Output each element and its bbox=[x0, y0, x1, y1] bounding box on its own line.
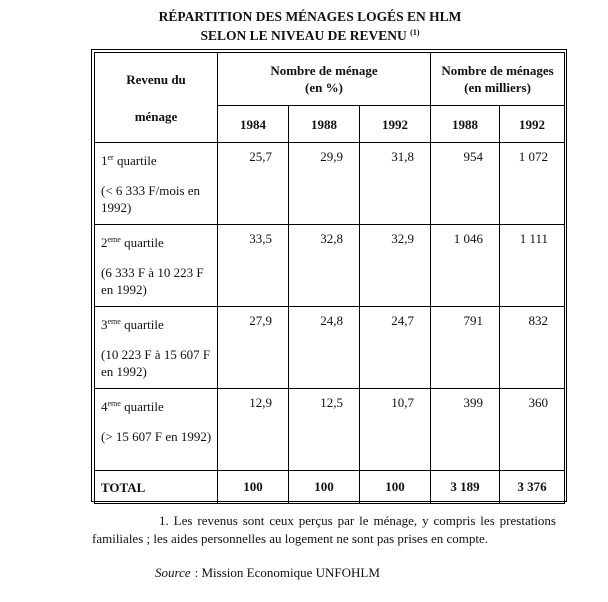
table-frame: Revenu du ménage Nombre de ménage (en %)… bbox=[91, 49, 567, 504]
total-cell: 3 189 bbox=[430, 470, 501, 504]
row-label-text: quartile bbox=[124, 235, 164, 250]
value-cell: 31,8 bbox=[358, 142, 432, 225]
value-cell: 399 bbox=[430, 388, 501, 471]
value-cell: 12,9 bbox=[217, 388, 289, 471]
row-label-text: quartile bbox=[124, 399, 164, 414]
row-label-text: quartile bbox=[116, 153, 157, 168]
value-cell: 832 bbox=[499, 306, 566, 389]
title: RÉPARTITION DES MÉNAGES LOGÉS EN HLM SEL… bbox=[0, 9, 608, 44]
total-cell: 100 bbox=[358, 470, 432, 504]
header-text: ménage bbox=[134, 108, 178, 124]
header-cell: Nombre de ménage (en %) bbox=[216, 52, 432, 106]
table: Revenu du ménage Nombre de ménage (en %)… bbox=[94, 52, 566, 504]
value-cell: 1 111 bbox=[499, 224, 566, 307]
header-row: 1984 1988 1992 1988 1992 bbox=[95, 105, 566, 143]
value-cell: 360 bbox=[499, 388, 566, 471]
total-cell: 3 376 bbox=[499, 470, 566, 504]
title-line: SELON LE NIVEAU DE REVENU bbox=[200, 28, 407, 43]
ordinal-suffix: eme bbox=[107, 235, 121, 244]
header-text: (en %) bbox=[305, 80, 343, 95]
row-detail: (< 6 333 F/mois en 1992) bbox=[101, 183, 201, 215]
row-label-cell: 2eme quartile (6 333 F à 10 223 F en 1992… bbox=[94, 224, 218, 307]
header-text: Revenu du bbox=[126, 71, 186, 87]
value-cell: 791 bbox=[430, 306, 501, 389]
row-label-text: quartile bbox=[124, 317, 164, 332]
header-text: Nombre de ménage bbox=[270, 63, 378, 78]
source-label: Source bbox=[155, 565, 191, 580]
ordinal: 3 bbox=[101, 317, 108, 332]
header-row: Revenu du ménage Nombre de ménage (en %)… bbox=[94, 52, 566, 143]
total-row: TOTAL 100 100 100 3 189 3 376 bbox=[94, 470, 566, 504]
header-cell: Nombre de ménages (en milliers) bbox=[430, 52, 566, 106]
title-line: SELON LE NIVEAU DE REVENU (1) bbox=[0, 25, 608, 44]
total-label: TOTAL bbox=[94, 470, 218, 504]
row-label-cell: 3eme quartile (10 223 F à 15 607 F en 199… bbox=[94, 306, 218, 389]
row-label-cell: 1er quartile (< 6 333 F/mois en 1992) bbox=[94, 142, 218, 225]
note-ref: (1) bbox=[410, 28, 420, 37]
ordinal: 4 bbox=[101, 399, 108, 414]
value-cell: 1 072 bbox=[499, 142, 566, 225]
value-cell: 954 bbox=[430, 142, 501, 225]
year-cell: 1988 bbox=[430, 105, 501, 143]
value-cell: 29,9 bbox=[288, 142, 360, 225]
data-row: 1er quartile (< 6 333 F/mois en 1992) 25,7… bbox=[94, 142, 566, 225]
source-text: : Mission Economique UNFOHLM bbox=[194, 565, 380, 580]
value-cell: 25,7 bbox=[217, 142, 289, 225]
row-detail: (6 333 F à 10 223 F en 1992) bbox=[101, 265, 204, 297]
title-line: RÉPARTITION DES MÉNAGES LOGÉS EN HLM bbox=[158, 9, 462, 24]
value-cell: 33,5 bbox=[217, 224, 289, 307]
row-label: 4eme quartile bbox=[101, 395, 213, 415]
value-cell: 32,9 bbox=[358, 224, 432, 307]
value-cell: 10,7 bbox=[358, 388, 432, 471]
row-label: 1er quartile bbox=[101, 149, 213, 169]
table-body: Revenu du ménage Nombre de ménage (en %)… bbox=[94, 52, 566, 504]
value-cell: 24,8 bbox=[288, 306, 360, 389]
value-cell: 1 046 bbox=[430, 224, 501, 307]
data-row: 2eme quartile (6 333 F à 10 223 F en 1992… bbox=[94, 224, 566, 307]
header-text: Nombre de ménages bbox=[441, 63, 554, 78]
year-cell: 1992 bbox=[499, 105, 566, 143]
ordinal: 1 bbox=[101, 153, 108, 168]
header-cell: Revenu du ménage bbox=[94, 52, 218, 143]
row-detail: (10 223 F à 15 607 F en 1992) bbox=[101, 347, 211, 379]
header-text: (en milliers) bbox=[464, 80, 531, 95]
year-cell: 1988 bbox=[288, 105, 360, 143]
row-label-cell: 4eme quartile (> 15 607 F en 1992) bbox=[94, 388, 218, 471]
value-cell: 32,8 bbox=[288, 224, 360, 307]
value-cell: 12,5 bbox=[288, 388, 360, 471]
value-cell: 24,7 bbox=[358, 306, 432, 389]
row-label: 3eme quartile bbox=[101, 313, 213, 333]
year-cell: 1984 bbox=[217, 105, 289, 143]
total-cell: 100 bbox=[217, 470, 289, 504]
ordinal: 2 bbox=[101, 235, 108, 250]
ordinal-suffix: er bbox=[107, 153, 114, 162]
data-row: 3eme quartile (10 223 F à 15 607 F en 199… bbox=[94, 306, 566, 389]
data-row: 4eme quartile (> 15 607 F en 1992) 12,9 12,… bbox=[94, 388, 566, 471]
total-cell: 100 bbox=[288, 470, 360, 504]
value-cell: 27,9 bbox=[217, 306, 289, 389]
footnote: 1. Les revenus sont ceux perçus par le m… bbox=[92, 513, 556, 546]
year-cell: 1992 bbox=[358, 105, 432, 143]
ordinal-suffix: eme bbox=[107, 399, 121, 408]
source: Source: Mission Economique UNFOHLM bbox=[155, 565, 380, 581]
ordinal-suffix: eme bbox=[107, 317, 121, 326]
row-label: 2eme quartile bbox=[101, 231, 213, 251]
row-detail: (> 15 607 F en 1992) bbox=[101, 429, 212, 444]
